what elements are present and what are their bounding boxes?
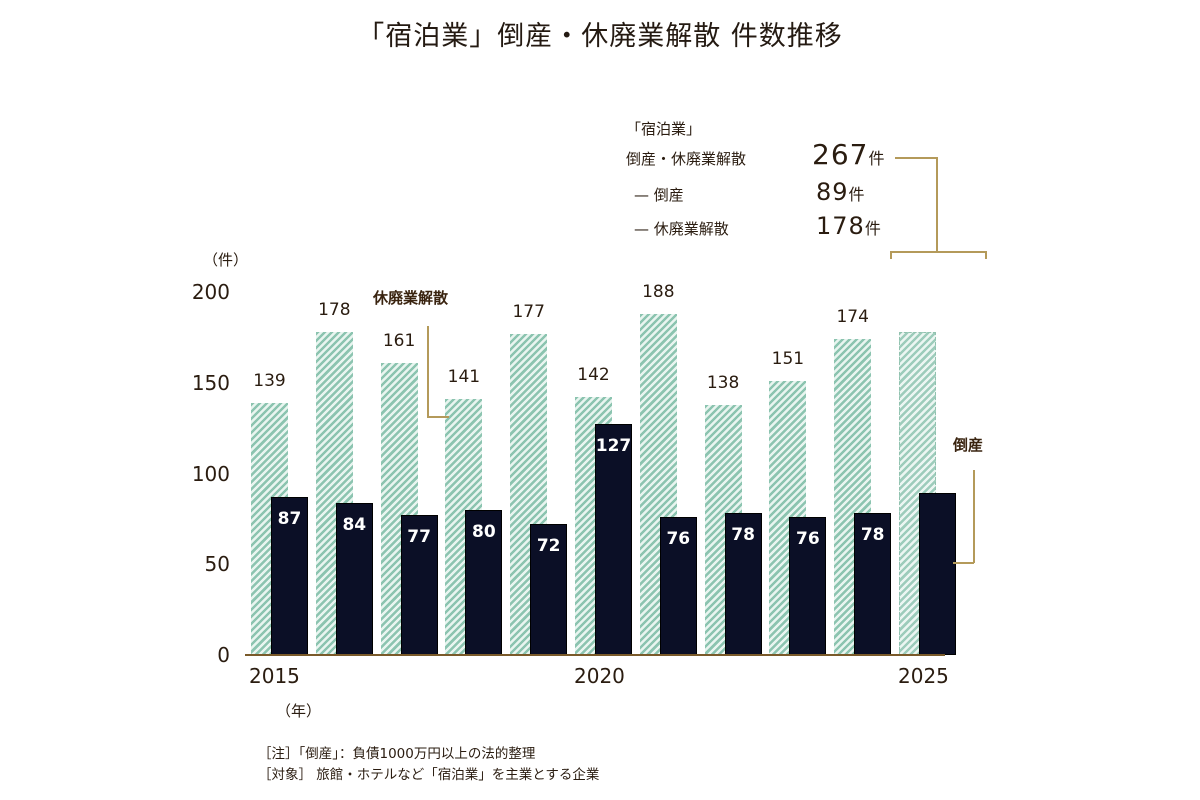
legend-bankruptcies-connector-v bbox=[973, 470, 975, 563]
y-axis-unit: （件） bbox=[203, 251, 249, 269]
label-closures-2023: 151 bbox=[771, 348, 805, 369]
legend-bankruptcies-label: 倒産 bbox=[953, 436, 984, 454]
bar-bankruptcies-2015 bbox=[271, 497, 308, 655]
y-tick-0: 0 bbox=[217, 643, 230, 667]
summary-industry-label: 「宿泊業」 bbox=[626, 120, 702, 138]
chart-title: 「宿泊業」倒産・休廃業解散 件数推移 bbox=[357, 21, 843, 52]
summary-bankruptcy-number: 89 bbox=[816, 178, 849, 206]
y-tick-150: 150 bbox=[191, 371, 230, 395]
label-bankruptcies-2022: 78 bbox=[731, 525, 755, 546]
legend-closures-label: 休廃業解散 bbox=[373, 289, 449, 307]
summary-total-value: 267件 bbox=[812, 138, 884, 171]
bar-bankruptcies-2018 bbox=[465, 509, 503, 655]
y-tick-100: 100 bbox=[191, 462, 230, 486]
label-bankruptcies-2020: 127 bbox=[595, 436, 632, 457]
label-closures-2016: 178 bbox=[318, 299, 351, 320]
bar-bankruptcies-2020 bbox=[595, 424, 632, 655]
label-bankruptcies-2024: 78 bbox=[860, 525, 885, 546]
label-bankruptcies-2019: 72 bbox=[536, 536, 561, 557]
summary-closure-unit: 件 bbox=[864, 219, 881, 238]
summary-connector-h bbox=[895, 157, 937, 159]
summary-total-unit: 件 bbox=[868, 149, 885, 168]
x-tick-2020: 2020 bbox=[574, 664, 625, 688]
label-closures-2021: 188 bbox=[642, 281, 675, 302]
footnote-definition: ［注］「倒産」：負債1000万円以上の法的整理 bbox=[258, 746, 536, 762]
label-bankruptcies-2018: 80 bbox=[472, 521, 496, 542]
summary-bankruptcy-value: 89件 bbox=[816, 178, 865, 206]
bar-bankruptcies-2022 bbox=[724, 513, 762, 655]
x-tick-2025: 2025 bbox=[898, 664, 949, 688]
label-closures-2022: 138 bbox=[706, 372, 740, 393]
label-closures-2019: 177 bbox=[512, 301, 545, 322]
label-bankruptcies-2017: 77 bbox=[407, 527, 431, 548]
summary-bracket-left bbox=[890, 251, 892, 259]
bar-bankruptcies-2016 bbox=[335, 502, 373, 655]
bar-bankruptcies-2025 bbox=[919, 493, 956, 655]
label-closures-2018: 141 bbox=[447, 367, 481, 388]
bar-bankruptcies-2024 bbox=[854, 513, 892, 655]
bar-bankruptcies-2021 bbox=[659, 517, 697, 655]
x-tick-2015: 2015 bbox=[249, 664, 300, 688]
summary-closure-number: 178 bbox=[816, 212, 865, 240]
summary-bracket bbox=[890, 251, 986, 253]
y-tick-200: 200 bbox=[191, 280, 230, 304]
legend-closures-connector-v bbox=[427, 326, 429, 417]
summary-closure-label: — 休廃業解散 bbox=[634, 220, 729, 238]
summary-bankruptcy-unit: 件 bbox=[848, 185, 865, 204]
summary-connector-v bbox=[936, 157, 938, 252]
legend-bankruptcies-connector-h bbox=[953, 562, 974, 564]
label-closures-2017: 161 bbox=[382, 330, 416, 351]
summary-total-label: 倒産・休廃業解散 bbox=[626, 150, 747, 168]
bar-bankruptcies-2019 bbox=[530, 524, 568, 655]
label-bankruptcies-2023: 76 bbox=[796, 529, 820, 550]
label-closures-2024: 174 bbox=[836, 307, 869, 328]
label-bankruptcies-2021: 76 bbox=[666, 529, 691, 550]
footnote-scope: ［対象］ 旅館・ホテルなど「宿泊業」を主業とする企業 bbox=[258, 767, 600, 783]
legend-closures-connector-h bbox=[427, 416, 449, 418]
summary-bracket-right bbox=[985, 251, 987, 259]
y-tick-50: 50 bbox=[204, 552, 230, 576]
label-bankruptcies-2015: 87 bbox=[277, 509, 302, 530]
label-closures-2015: 139 bbox=[253, 370, 286, 391]
summary-total-number: 267 bbox=[812, 138, 869, 171]
summary-closure-value: 178件 bbox=[816, 212, 881, 240]
x-axis-unit: （年） bbox=[276, 702, 322, 720]
bar-bankruptcies-2023 bbox=[789, 517, 827, 655]
x-axis-line bbox=[245, 654, 945, 656]
summary-bankruptcy-label: — 倒産 bbox=[634, 186, 684, 204]
label-closures-2020: 142 bbox=[577, 365, 610, 386]
label-bankruptcies-2016: 84 bbox=[342, 514, 367, 535]
